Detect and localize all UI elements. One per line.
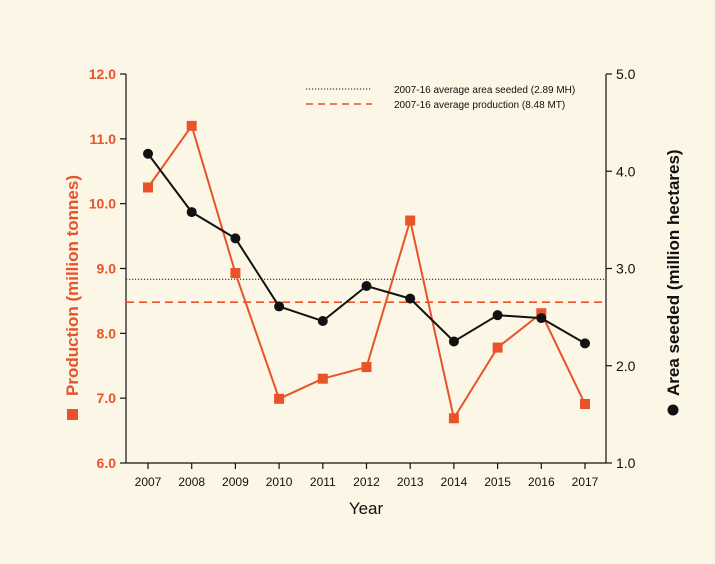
legend-label-avg-production: 2007-16 average production (8.48 MT) [394,100,565,111]
right-axis-circle-icon [667,404,679,416]
area-point [230,233,241,244]
production-point [580,399,590,410]
production-point [317,373,328,384]
left-tick-label: 10.0 [89,196,116,212]
right-tick-label: 1.0 [616,455,636,471]
x-tick-label: 2009 [222,475,249,489]
production-point [405,215,416,226]
x-tick-label: 2016 [528,475,555,489]
right-axis-title: Area seeded (million hectares) [664,149,683,396]
x-axis-ticks: 2007 2008 2009 2010 2011 2012 2013 2014 2015 2016… [135,463,599,489]
series-layer [143,120,590,424]
left-tick-label: 6.0 [97,455,117,471]
left-tick-label: 12.0 [89,66,116,82]
x-tick-label: 2013 [397,475,424,489]
x-tick-label: 2007 [135,475,162,489]
legend-label-avg-area: 2007-16 average area seeded (2.89 MH) [394,85,575,96]
left-tick-label: 7.0 [97,390,117,406]
area-point [274,301,285,312]
production-point [143,182,153,193]
left-tick-label: 9.0 [97,261,117,277]
left-axis-title: Production (million tonnes) [63,175,82,396]
area-point [580,338,590,349]
right-tick-label: 5.0 [616,66,636,82]
production-point [492,342,503,353]
x-tick-label: 2012 [353,475,380,489]
right-tick-label: 3.0 [616,261,636,277]
production-point [448,413,459,424]
left-axis-ticks: 6.0 7.0 8.0 9.0 10.0 11.0 12.0 [89,66,126,471]
area-point [317,316,328,327]
right-tick-label: 4.0 [616,163,636,179]
area-point [448,336,459,347]
area-point [405,293,416,304]
left-axis-title-group: Production (million tonnes) [63,175,82,420]
x-tick-label: 2015 [484,475,511,489]
production-point [274,393,285,404]
reference-lines [126,278,606,304]
right-tick-label: 2.0 [616,358,636,374]
left-tick-label: 11.0 [90,131,117,147]
production-point [186,120,197,131]
x-tick-label: 2008 [178,475,205,489]
right-axis-ticks: 1.0 2.0 3.0 4.0 5.0 [606,66,636,471]
area-point [143,148,153,159]
right-axis-title-group: Area seeded (million hectares) [664,149,683,416]
area-point [492,310,503,321]
left-axis-square-icon [67,409,78,420]
production-point [230,268,241,279]
x-tick-label: 2010 [266,475,293,489]
x-tick-label: 2011 [310,475,336,489]
x-tick-label: 2017 [572,475,599,489]
production-point [361,362,372,373]
left-tick-label: 8.0 [97,325,117,341]
area-point [186,207,197,218]
x-tick-label: 2014 [441,475,468,489]
legend: 2007-16 average area seeded (2.89 MH) 20… [306,85,575,111]
area-point [361,281,372,292]
area-point [536,313,547,324]
x-axis-title: Year [349,499,384,518]
